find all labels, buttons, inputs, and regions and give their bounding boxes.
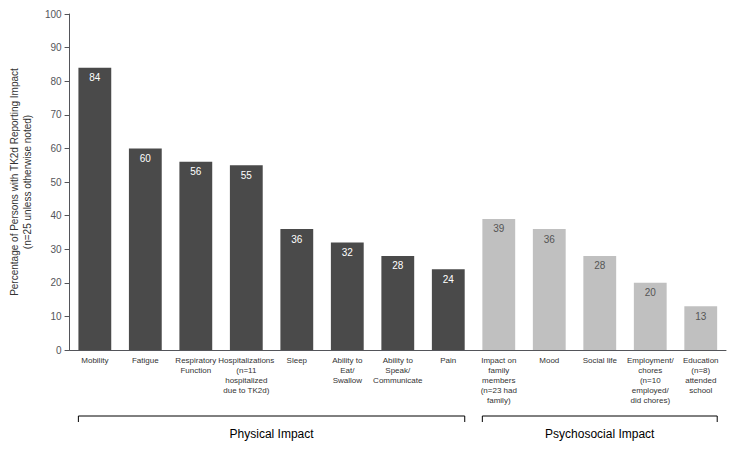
svg-text:attended: attended	[685, 376, 716, 385]
svg-text:60: 60	[140, 153, 152, 164]
svg-text:Respiratory: Respiratory	[175, 356, 216, 365]
svg-text:Sleep: Sleep	[287, 356, 308, 365]
svg-text:Pain: Pain	[440, 356, 456, 365]
svg-text:due to TK2d): due to TK2d)	[223, 386, 269, 395]
svg-text:50: 50	[50, 177, 62, 188]
svg-text:Impact on: Impact on	[481, 356, 516, 365]
svg-text:family: family	[488, 366, 509, 375]
svg-text:0: 0	[56, 345, 62, 356]
svg-text:Mobility: Mobility	[81, 356, 108, 365]
svg-text:(n=8): (n=8)	[691, 366, 710, 375]
svg-text:90: 90	[50, 42, 62, 53]
svg-text:school: school	[689, 386, 712, 395]
svg-text:employed/: employed/	[632, 386, 670, 395]
svg-text:28: 28	[594, 260, 606, 271]
svg-text:Mood: Mood	[539, 356, 559, 365]
svg-text:24: 24	[443, 274, 455, 285]
svg-text:80: 80	[50, 76, 62, 87]
svg-text:40: 40	[50, 210, 62, 221]
svg-text:Social life: Social life	[583, 356, 618, 365]
svg-text:Education: Education	[683, 356, 719, 365]
svg-text:members: members	[482, 376, 515, 385]
svg-text:(n=25 unless otherwise noted): (n=25 unless otherwise noted)	[22, 115, 33, 249]
svg-text:Hospitalizations: Hospitalizations	[218, 356, 274, 365]
svg-text:(n=10: (n=10	[640, 376, 661, 385]
svg-text:20: 20	[645, 287, 657, 298]
svg-text:Speak/: Speak/	[385, 366, 411, 375]
svg-text:55: 55	[241, 170, 253, 181]
svg-text:20: 20	[50, 277, 62, 288]
svg-text:28: 28	[392, 260, 404, 271]
svg-text:hospitalized: hospitalized	[225, 376, 267, 385]
svg-text:60: 60	[50, 143, 62, 154]
svg-text:70: 70	[50, 109, 62, 120]
svg-text:84: 84	[89, 72, 101, 83]
svg-text:36: 36	[544, 234, 556, 245]
svg-text:100: 100	[45, 9, 62, 20]
svg-text:Eat/: Eat/	[340, 366, 355, 375]
svg-text:56: 56	[190, 166, 202, 177]
svg-text:Ability to: Ability to	[332, 356, 363, 365]
svg-text:chores: chores	[638, 366, 662, 375]
svg-text:13: 13	[695, 311, 707, 322]
svg-text:Function: Function	[180, 366, 211, 375]
svg-text:Communicate: Communicate	[373, 376, 423, 385]
svg-text:30: 30	[50, 244, 62, 255]
svg-text:family): family)	[487, 396, 511, 405]
svg-text:Employment/: Employment/	[627, 356, 674, 365]
svg-text:Psychosocial Impact: Psychosocial Impact	[545, 427, 655, 441]
svg-text:36: 36	[291, 234, 303, 245]
svg-text:32: 32	[342, 247, 354, 258]
svg-text:(n=23 had: (n=23 had	[481, 386, 517, 395]
svg-text:did chores): did chores)	[630, 396, 670, 405]
svg-text:Fatigue: Fatigue	[132, 356, 159, 365]
svg-text:10: 10	[50, 311, 62, 322]
svg-text:Swallow: Swallow	[333, 376, 363, 385]
svg-text:Physical Impact: Physical Impact	[230, 427, 315, 441]
svg-text:(n=11: (n=11	[236, 366, 257, 375]
svg-text:Percentage of Persons with TK2: Percentage of Persons with TK2d Reportin…	[9, 68, 20, 296]
svg-text:39: 39	[493, 223, 505, 234]
svg-text:Ability to: Ability to	[383, 356, 414, 365]
